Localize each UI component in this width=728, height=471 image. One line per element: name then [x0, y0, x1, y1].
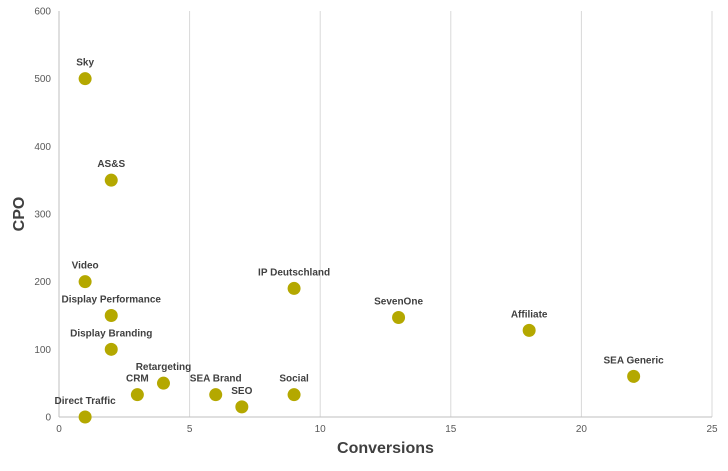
- data-label: Display Performance: [61, 295, 161, 306]
- data-point: [235, 400, 249, 414]
- data-label: SEA Brand: [190, 374, 242, 385]
- x-tick-label: 10: [315, 424, 327, 435]
- data-label: CRM: [126, 374, 149, 385]
- axes: [58, 11, 712, 418]
- data-point: [104, 342, 118, 356]
- data-label: AS&S: [97, 159, 125, 170]
- data-point: [209, 388, 223, 402]
- data-point: [522, 323, 536, 337]
- data-point: [104, 173, 118, 187]
- y-tick-label: 500: [34, 74, 51, 85]
- data-label: IP Deutschland: [258, 267, 330, 278]
- data-label: Direct Traffic: [55, 396, 117, 407]
- data-point: [287, 281, 301, 295]
- data-point: [156, 376, 170, 390]
- y-axis-title: CPO: [11, 197, 28, 232]
- data-label: Retargeting: [136, 362, 192, 373]
- data-label: Sky: [76, 58, 94, 69]
- data-labels: Sky AS&S Video Display Performance Display B…: [55, 58, 665, 407]
- data-point: [78, 72, 92, 86]
- x-tick-label: 25: [706, 424, 718, 435]
- data-label: Display Branding: [70, 328, 152, 339]
- data-point: [130, 388, 144, 402]
- y-tick-label: 200: [34, 277, 51, 288]
- gridlines: [189, 11, 713, 417]
- data-points: [78, 72, 641, 424]
- x-tick-label: 15: [445, 424, 457, 435]
- x-tick-labels: 0 5 10 15 20 25: [56, 424, 718, 435]
- x-axis-title: Conversions: [337, 440, 434, 457]
- y-tick-label: 0: [45, 413, 51, 424]
- data-point: [392, 311, 406, 325]
- y-tick-label: 300: [34, 210, 51, 221]
- data-point: [78, 275, 92, 289]
- x-tick-label: 0: [56, 424, 62, 435]
- data-label: SEA Generic: [604, 355, 665, 366]
- x-tick-label: 5: [187, 424, 193, 435]
- y-tick-label: 400: [34, 142, 51, 153]
- y-tick-label: 100: [34, 345, 51, 356]
- data-label: Affiliate: [511, 309, 548, 320]
- data-label: Video: [72, 261, 99, 272]
- data-point: [78, 410, 92, 424]
- x-tick-label: 20: [576, 424, 588, 435]
- data-label: SevenOne: [374, 297, 423, 308]
- y-tick-labels: 0 100 200 300 400 500 600: [34, 7, 51, 424]
- data-point: [104, 309, 118, 322]
- data-label: Social: [279, 374, 309, 385]
- data-point: [287, 388, 301, 402]
- data-label: SEO: [231, 386, 252, 397]
- data-point: [627, 369, 641, 383]
- y-tick-label: 600: [34, 7, 51, 18]
